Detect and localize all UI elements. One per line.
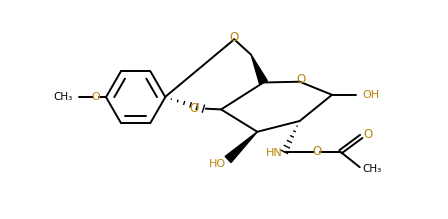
Text: HN: HN <box>266 148 283 157</box>
Text: O: O <box>313 145 322 158</box>
Text: HO: HO <box>209 159 226 169</box>
Text: OH: OH <box>362 90 379 100</box>
Text: CH₃: CH₃ <box>53 92 73 102</box>
Text: O: O <box>297 73 306 86</box>
Polygon shape <box>225 132 257 162</box>
Text: O: O <box>364 128 373 141</box>
Text: CH₃: CH₃ <box>363 164 382 175</box>
Text: O: O <box>229 31 239 44</box>
Polygon shape <box>251 55 267 84</box>
Text: O: O <box>190 102 199 115</box>
Text: O: O <box>91 92 100 102</box>
